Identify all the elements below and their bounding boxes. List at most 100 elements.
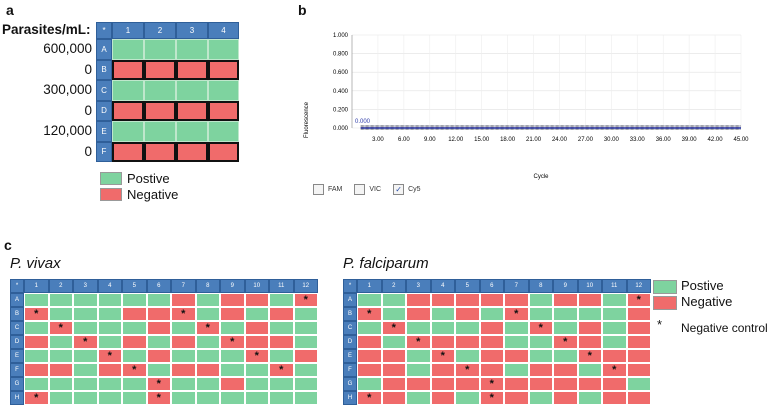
well-negative xyxy=(504,293,529,307)
well-negative xyxy=(602,349,627,363)
well-positive xyxy=(97,335,122,349)
well-positive xyxy=(577,363,602,377)
plate-col-header: 10 xyxy=(244,279,269,293)
plate-col-header: 3 xyxy=(406,279,431,293)
x-tick-label: 15.00 xyxy=(474,137,490,143)
well-negative xyxy=(626,363,651,377)
y-tick-label: 1.000 xyxy=(333,33,349,39)
well-positive xyxy=(244,377,269,391)
plate-col-header: 3 xyxy=(73,279,98,293)
well-positive xyxy=(269,349,294,363)
well-positive xyxy=(430,321,455,335)
panel-c-label: c xyxy=(4,237,12,253)
row-concentration: 0 xyxy=(84,143,92,159)
well-negative xyxy=(430,363,455,377)
well-positive xyxy=(195,377,220,391)
negative-control-marker: * xyxy=(156,378,161,390)
well-positive xyxy=(176,39,208,60)
row-concentration: 300,000 xyxy=(43,82,92,97)
legend-negative-label: Negative xyxy=(127,187,179,202)
well-negative xyxy=(479,363,504,377)
well-negative: * xyxy=(357,307,382,321)
well-positive xyxy=(577,391,602,405)
legend-positive-label: Postive xyxy=(127,171,170,186)
plate-row-header: B xyxy=(10,307,24,321)
well-positive xyxy=(553,321,578,335)
well-positive xyxy=(602,293,627,307)
plate-col-header: 2 xyxy=(381,279,406,293)
well-negative xyxy=(602,391,627,405)
well-negative xyxy=(626,391,651,405)
checkbox-cy5[interactable]: ✓ Cy5 xyxy=(393,184,421,195)
checkbox-box[interactable] xyxy=(354,184,366,195)
well-positive xyxy=(406,321,431,335)
checkbox-box[interactable] xyxy=(313,184,324,195)
well-negative: * xyxy=(97,349,122,363)
legend-c-positive-swatch xyxy=(653,280,677,294)
well-positive xyxy=(479,307,504,321)
well-negative xyxy=(244,335,269,349)
well-negative xyxy=(430,293,455,307)
well-positive xyxy=(146,335,171,349)
well-positive xyxy=(220,349,245,363)
well-negative xyxy=(479,321,504,335)
well-negative xyxy=(171,293,196,307)
negative-control-marker: * xyxy=(416,336,421,348)
well-negative xyxy=(577,321,602,335)
x-tick-label: 36.00 xyxy=(656,137,672,143)
plate-row-header: F xyxy=(343,363,357,377)
well-positive xyxy=(293,363,318,377)
plate-row-header: G xyxy=(343,377,357,391)
well-negative xyxy=(208,141,239,162)
checkbox-fam[interactable]: FAM xyxy=(313,184,342,195)
x-tick-label: 45.00 xyxy=(733,137,749,143)
well-negative xyxy=(269,335,294,349)
well-positive xyxy=(171,377,196,391)
well-negative: * xyxy=(146,391,171,405)
well-negative xyxy=(406,377,431,391)
well-negative: * xyxy=(528,321,553,335)
well-negative: * xyxy=(24,391,49,405)
well-positive xyxy=(122,377,147,391)
well-negative xyxy=(97,363,122,377)
well-positive xyxy=(406,391,431,405)
x-tick-label: 33.00 xyxy=(630,137,646,143)
well-positive xyxy=(208,121,239,142)
well-negative: * xyxy=(577,349,602,363)
check-icon[interactable]: ✓ xyxy=(393,184,405,195)
plate-col-header: 10 xyxy=(577,279,602,293)
well-negative xyxy=(146,307,171,321)
well-positive xyxy=(504,335,529,349)
well-negative: * xyxy=(430,349,455,363)
well-negative xyxy=(24,363,49,377)
x-tick-label: 3.00 xyxy=(372,137,384,143)
well-positive xyxy=(528,391,553,405)
plate-row-header: A xyxy=(10,293,24,307)
well-positive xyxy=(208,39,239,60)
x-tick-label: 12.00 xyxy=(448,137,464,143)
well-positive xyxy=(176,121,208,142)
panel-b-label: b xyxy=(298,2,307,18)
well-positive xyxy=(577,307,602,321)
x-tick-label: 27.00 xyxy=(578,137,594,143)
checkbox-vic[interactable]: VIC xyxy=(354,184,381,195)
plate-col-header: 9 xyxy=(220,279,245,293)
well-positive xyxy=(455,391,480,405)
checkbox-label: VIC xyxy=(369,186,382,193)
well-negative xyxy=(528,377,553,391)
well-positive xyxy=(602,307,627,321)
well-positive xyxy=(293,335,318,349)
plate-a-col-header: 2 xyxy=(144,22,176,39)
well-negative xyxy=(406,293,431,307)
x-tick-label: 24.00 xyxy=(552,137,568,143)
legend-positive-swatch xyxy=(100,172,122,185)
negative-control-marker: * xyxy=(514,308,519,320)
well-negative xyxy=(122,335,147,349)
legend-negative-swatch xyxy=(100,188,122,201)
plate-vivax-grid: * 1 2 3 4 5 6 7 8 9 10 11 12 A * B * * C * * D * * E * * F * * G * H * * xyxy=(10,279,318,405)
row-concentration: 0 xyxy=(84,102,92,118)
well-negative xyxy=(357,349,382,363)
negative-control-marker: * xyxy=(254,350,259,362)
well-positive xyxy=(73,349,98,363)
legend-control-symbol: * xyxy=(657,317,663,332)
